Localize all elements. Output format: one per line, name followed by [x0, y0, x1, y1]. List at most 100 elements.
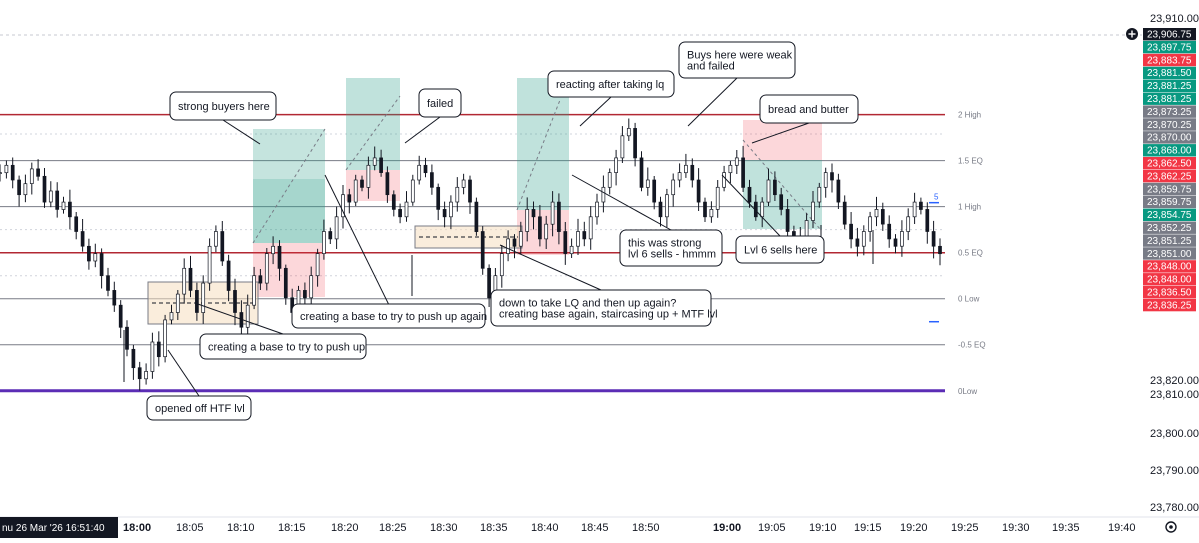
callout-pointer — [751, 122, 810, 144]
candle-body — [925, 209, 930, 232]
candle-body — [87, 245, 91, 262]
candle-body — [118, 304, 123, 328]
callout-box[interactable] — [146, 395, 252, 421]
candle-body — [563, 231, 568, 254]
price-tag-label: 23,883.75 — [1147, 55, 1192, 66]
gear-icon[interactable] — [1165, 521, 1177, 533]
time-tick-label: 19:00 — [713, 522, 741, 534]
level-label: 0Low — [958, 387, 977, 396]
callout-bread-butter[interactable]: bread and butter — [751, 94, 859, 144]
candle-body — [258, 275, 263, 284]
candle-body — [252, 275, 256, 306]
price-tag — [1143, 195, 1196, 209]
price-tag-label: 23,881.25 — [1147, 81, 1192, 92]
candle-body — [309, 275, 314, 299]
candle-body — [106, 275, 110, 291]
candle-body — [436, 186, 441, 210]
candle-body — [861, 231, 866, 247]
candle-body — [518, 231, 523, 247]
callout-htf-lvl[interactable]: opened off HTF lvl — [146, 349, 252, 421]
time-tick-label: 18:50 — [632, 522, 660, 534]
callout-box[interactable] — [199, 333, 367, 360]
callout-box[interactable] — [418, 88, 462, 118]
time-tick-label: 19:25 — [951, 522, 979, 534]
candle-body — [893, 238, 898, 247]
callout-base-again[interactable]: creating a base to try to push up again — [291, 174, 487, 329]
callout-box[interactable] — [169, 91, 277, 121]
candle-body — [696, 179, 701, 203]
callout-reacting[interactable]: reacting after taking lq — [547, 70, 675, 127]
candle-body — [442, 209, 447, 218]
price-tag-label: 23,851.00 — [1147, 249, 1192, 260]
candle-body — [55, 190, 60, 210]
price-tag-label: 23,852.25 — [1147, 223, 1192, 234]
long-target-zone — [517, 78, 569, 210]
candle-body — [874, 209, 879, 218]
candle-body — [137, 367, 142, 380]
callout-pointer — [499, 244, 602, 291]
candle-body — [303, 290, 307, 299]
price-tag — [1143, 247, 1196, 260]
candle-body — [576, 231, 580, 247]
price-tag-label: 23,881.25 — [1147, 94, 1192, 105]
time-tick-label: 18:05 — [176, 522, 204, 534]
candle-body — [779, 194, 784, 210]
price-tag — [1143, 53, 1196, 67]
candle-body — [169, 312, 174, 321]
trade-path — [742, 139, 821, 230]
candle-body — [42, 175, 47, 203]
candle-body — [468, 179, 472, 203]
price-tag — [1143, 131, 1196, 144]
candle-body — [538, 216, 542, 240]
callout-text: creating a base to try to push up again — [300, 311, 487, 323]
callout-pointer — [571, 174, 672, 231]
candle-body — [0, 172, 2, 174]
candle-body — [487, 267, 491, 299]
candle-body — [684, 164, 688, 174]
candle-body — [461, 179, 466, 188]
price-tag-label: 23,862.25 — [1147, 171, 1192, 182]
candle-body — [68, 201, 72, 218]
price-tag — [1143, 66, 1196, 80]
callout-take-lq[interactable]: down to take LQ and then up again?creati… — [490, 244, 718, 327]
candle-body — [626, 128, 631, 137]
callout-box[interactable] — [547, 70, 675, 98]
candle-body — [48, 190, 53, 203]
callout-pointer — [721, 174, 781, 237]
callout-box[interactable] — [490, 289, 712, 327]
candle-body — [734, 157, 739, 166]
candle-body — [360, 179, 364, 188]
callout-lvl6-sells[interactable]: Lvl 6 sells here — [721, 174, 825, 264]
candle-body — [379, 157, 383, 173]
callout-strong-buyers[interactable]: strong buyers here — [169, 91, 277, 145]
candle-body — [226, 260, 231, 291]
gear-icon-center — [1169, 525, 1173, 529]
callout-text: failed — [427, 98, 453, 110]
callout-box[interactable] — [735, 235, 825, 264]
callout-base[interactable]: creating a base to try to push up — [194, 302, 367, 360]
price-tag-label: 23,836.50 — [1147, 288, 1192, 299]
candle-body — [785, 209, 790, 232]
callout-box[interactable] — [759, 94, 859, 124]
callout-box[interactable] — [619, 229, 723, 267]
candle-body — [353, 179, 358, 203]
callout-box[interactable] — [291, 303, 486, 329]
callout-pointer — [222, 119, 261, 145]
candle-body — [220, 231, 225, 262]
price-tag — [1143, 40, 1196, 54]
candle-body — [131, 348, 136, 369]
candle-body — [557, 201, 561, 232]
time-axis[interactable] — [0, 517, 1199, 538]
price-tag — [1143, 144, 1196, 157]
price-tick-label: 23,910.00 — [1150, 13, 1199, 25]
callout-failed[interactable]: failed — [404, 88, 462, 144]
callout-box[interactable] — [678, 41, 796, 79]
level-label: 2 High — [958, 111, 981, 120]
long-target-zone — [346, 78, 400, 170]
candle-body — [588, 216, 593, 240]
time-tick-label: 18:45 — [581, 522, 609, 534]
